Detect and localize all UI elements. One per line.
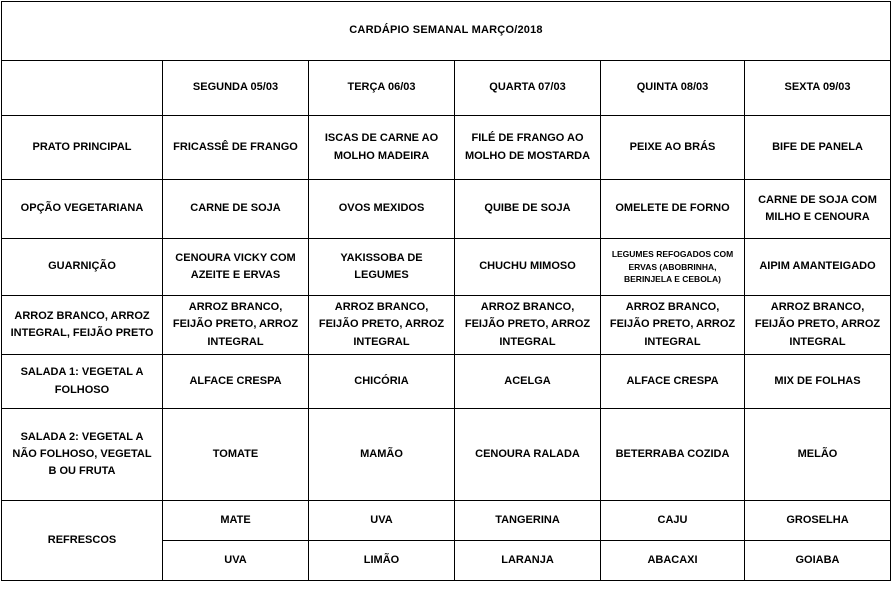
menu-cell: FILÉ DE FRANGO AO MOLHO DE MOSTARDA — [454, 115, 601, 180]
row-label: REFRESCOS — [1, 500, 163, 581]
menu-cell: CARNE DE SOJA COM MILHO E CENOURA — [743, 179, 891, 239]
menu-cell: ISCAS DE CARNE AO MOLHO MADEIRA — [308, 115, 455, 180]
menu-cell: ALFACE CRESPA — [600, 354, 745, 409]
menu-table-body: PRATO PRINCIPAL FRICASSÊ DE FRANGO ISCAS D… — [1, 115, 891, 581]
row-label: SALADA 1: VEGETAL A FOLHOSO — [1, 354, 163, 409]
title-row: CARDÁPIO SEMANAL MARÇO/2018 — [0, 1, 891, 61]
menu-cell: PEIXE AO BRÁS — [600, 115, 745, 180]
menu-row: REFRESCOS MATE UVA TANGERINA CAJU GROSELHA — [1, 500, 891, 581]
menu-cell: FRICASSÊ DE FRANGO — [162, 115, 309, 180]
menu-cell: BETERRABA COZIDA — [600, 408, 745, 501]
row-label: PRATO PRINCIPAL — [1, 115, 163, 180]
menu-cell: CARNE DE SOJA — [162, 179, 309, 239]
menu-cell: CAJU — [600, 500, 745, 541]
day-header-tuesday: TERÇA 06/03 — [308, 60, 455, 116]
row-label: ARROZ BRANCO, ARROZ INTEGRAL, FEIJÃO PRE… — [1, 295, 163, 355]
menu-cell: LIMÃO — [308, 540, 455, 581]
row-label: GUARNIÇÃO — [1, 238, 163, 296]
menu-cell: ARROZ BRANCO, FEIJÃO PRETO, ARROZ INTEGR… — [454, 295, 601, 355]
menu-cell: CHICÓRIA — [308, 354, 455, 409]
menu-cell: MIX DE FOLHAS — [743, 354, 891, 409]
menu-cell: LARANJA — [454, 540, 601, 581]
menu-cell: OMELETE DE FORNO — [600, 179, 745, 239]
menu-cell: QUIBE DE SOJA — [454, 179, 601, 239]
menu-cell: ARROZ BRANCO, FEIJÃO PRETO, ARROZ INTEGR… — [162, 295, 309, 355]
menu-cell: CENOURA VICKY COM AZEITE E ERVAS — [162, 238, 309, 296]
menu-cell: GOIABA — [743, 540, 891, 581]
corner-cell — [1, 60, 163, 116]
menu-cell: CENOURA RALADA — [454, 408, 601, 501]
menu-cell: TOMATE — [162, 408, 309, 501]
row-label: OPÇÃO VEGETARIANA — [1, 179, 163, 239]
page-title: CARDÁPIO SEMANAL MARÇO/2018 — [0, 1, 891, 61]
menu-cell: ABACAXI — [600, 540, 745, 581]
day-header-friday: SEXTA 09/03 — [743, 60, 891, 116]
day-header-row: SEGUNDA 05/03 TERÇA 06/03 QUARTA 07/03 Q… — [1, 60, 891, 116]
menu-cell: UVA — [308, 500, 455, 541]
menu-row: UVA LIMÃO LARANJA ABACAXI GOIABA — [2, 540, 891, 581]
day-header-wednesday: QUARTA 07/03 — [454, 60, 601, 116]
menu-cell: MATE — [162, 500, 309, 541]
row-label: SALADA 2: VEGETAL A NÃO FOLHOSO, VEGETAL… — [1, 408, 163, 501]
menu-cell: CHUCHU MIMOSO — [454, 238, 601, 296]
menu-cell: ARROZ BRANCO, FEIJÃO PRETO, ARROZ INTEGR… — [308, 295, 455, 355]
menu-row: SALADA 1: VEGETAL A FOLHOSO ALFACE CRESPA… — [1, 354, 891, 409]
menu-cell: MAMÃO — [308, 408, 455, 501]
menu-row: SALADA 2: VEGETAL A NÃO FOLHOSO, VEGETAL… — [1, 408, 891, 501]
menu-row: GUARNIÇÃO CENOURA VICKY COM AZEITE E ERVA… — [1, 238, 891, 296]
menu-cell: ALFACE CRESPA — [162, 354, 309, 409]
menu-cell: ARROZ BRANCO, FEIJÃO PRETO, ARROZ INTEGR… — [600, 295, 745, 355]
day-header-thursday: QUINTA 08/03 — [600, 60, 745, 116]
menu-cell: TANGERINA — [454, 500, 601, 541]
menu-cell: GROSELHA — [743, 500, 891, 541]
menu-cell: BIFE DE PANELA — [743, 115, 891, 180]
menu-cell: AIPIM AMANTEIGADO — [743, 238, 891, 296]
menu-cell: OVOS MEXIDOS — [308, 179, 455, 239]
menu-cell: UVA — [162, 540, 309, 581]
menu-cell: ARROZ BRANCO, FEIJÃO PRETO, ARROZ INTEGR… — [743, 295, 891, 355]
menu-cell: ACELGA — [454, 354, 601, 409]
menu-cell: LEGUMES REFOGADOS COM ERVAS (ABOBRINHA, … — [600, 238, 745, 296]
menu-cell: YAKISSOBA DE LEGUMES — [308, 238, 455, 296]
menu-row: OPÇÃO VEGETARIANA CARNE DE SOJA OVOS MEXID… — [1, 179, 891, 239]
menu-row: ARROZ BRANCO, ARROZ INTEGRAL, FEIJÃO PRE… — [1, 295, 891, 355]
menu-cell: MELÃO — [743, 408, 891, 501]
day-header-monday: SEGUNDA 05/03 — [162, 60, 309, 116]
menu-row: PRATO PRINCIPAL FRICASSÊ DE FRANGO ISCAS D… — [1, 115, 891, 180]
